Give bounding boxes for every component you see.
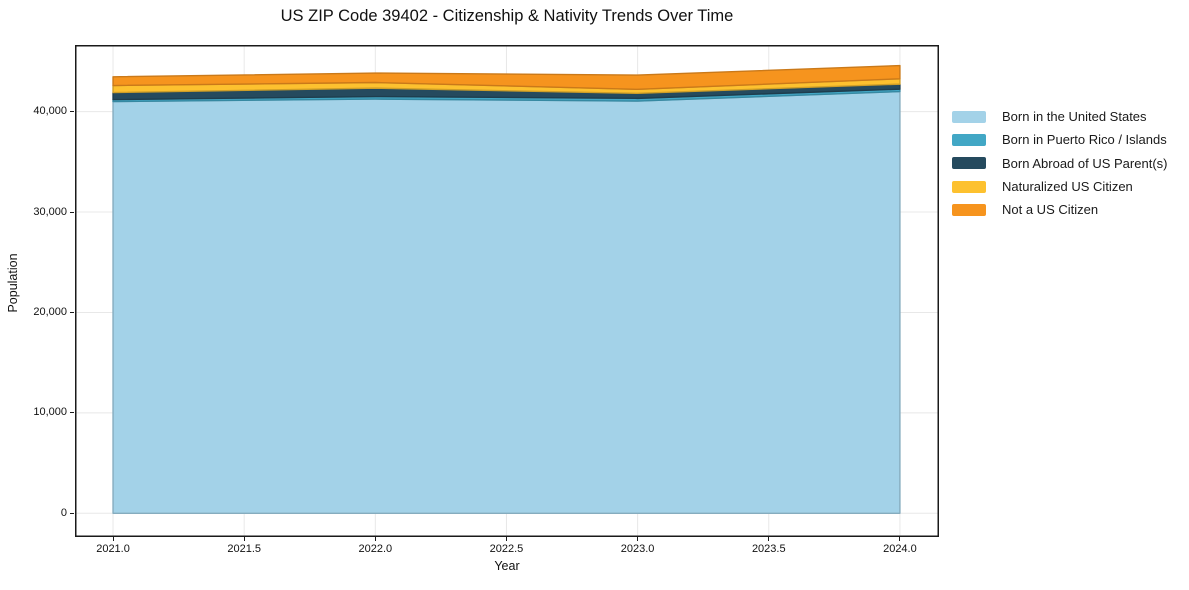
x-tick-mark xyxy=(374,537,376,541)
legend-swatch-not-a-us-citizen xyxy=(952,203,986,216)
legend-label: Not a US Citizen xyxy=(1002,202,1099,218)
x-tick-label: 2022.5 xyxy=(489,543,524,555)
legend-label: Born Abroad of US Parent(s) xyxy=(1002,155,1168,171)
y-tick-mark xyxy=(70,412,74,414)
y-tick-label: 0 xyxy=(60,506,67,519)
y-tick-mark xyxy=(70,111,74,113)
y-tick-label: 40,000 xyxy=(33,105,67,118)
x-tick-mark xyxy=(637,537,639,541)
x-tick-mark xyxy=(768,537,770,541)
plot-border xyxy=(75,45,939,537)
y-tick-label: 20,000 xyxy=(33,305,67,318)
legend-label: Born in the United States xyxy=(1002,109,1147,125)
legend-item: Born Abroad of US Parent(s) xyxy=(952,152,1167,175)
x-tick-label: 2021.5 xyxy=(227,543,261,555)
x-tick-label: 2023.0 xyxy=(620,543,655,555)
legend-swatch-born-in-puerto-rico-islands xyxy=(952,133,986,146)
plot-svg xyxy=(75,45,939,537)
x-tick-label: 2024.0 xyxy=(883,543,917,555)
legend-swatch-naturalized-us-citizen xyxy=(952,180,986,193)
legend-item: Born in the United States xyxy=(952,105,1167,128)
x-tick-mark xyxy=(899,537,901,541)
legend-swatch-born-abroad-of-us-parent-s xyxy=(952,157,986,170)
y-tick-label: 30,000 xyxy=(33,205,67,218)
x-tick-mark xyxy=(505,537,507,541)
area-born-in-the-united-states xyxy=(112,90,901,515)
x-tick-label: 2022.0 xyxy=(358,543,393,555)
chart-title: US ZIP Code 39402 - Citizenship & Nativi… xyxy=(280,7,734,25)
area-not-a-us-citizen xyxy=(112,64,901,91)
x-tick-mark xyxy=(243,537,245,541)
x-tick-label: 2021.0 xyxy=(96,543,130,555)
y-tick-mark xyxy=(70,512,74,514)
y-tick-mark xyxy=(70,311,74,313)
legend-item: Naturalized US Citizen xyxy=(952,175,1167,198)
legend: Born in the United States Born in Puerto … xyxy=(952,105,1167,221)
x-tick-label: 2023.5 xyxy=(751,543,786,555)
legend-swatch-born-in-the-united-states xyxy=(952,110,986,123)
x-tick-mark xyxy=(112,537,114,541)
y-tick-mark xyxy=(70,211,74,213)
legend-item: Not a US Citizen xyxy=(952,198,1167,221)
legend-label: Naturalized US Citizen xyxy=(1002,179,1133,195)
legend-item: Born in Puerto Rico / Islands xyxy=(952,128,1167,151)
y-tick-label: 10,000 xyxy=(33,406,67,419)
legend-label: Born in Puerto Rico / Islands xyxy=(1002,132,1167,148)
x-axis-label: Year xyxy=(494,559,520,573)
